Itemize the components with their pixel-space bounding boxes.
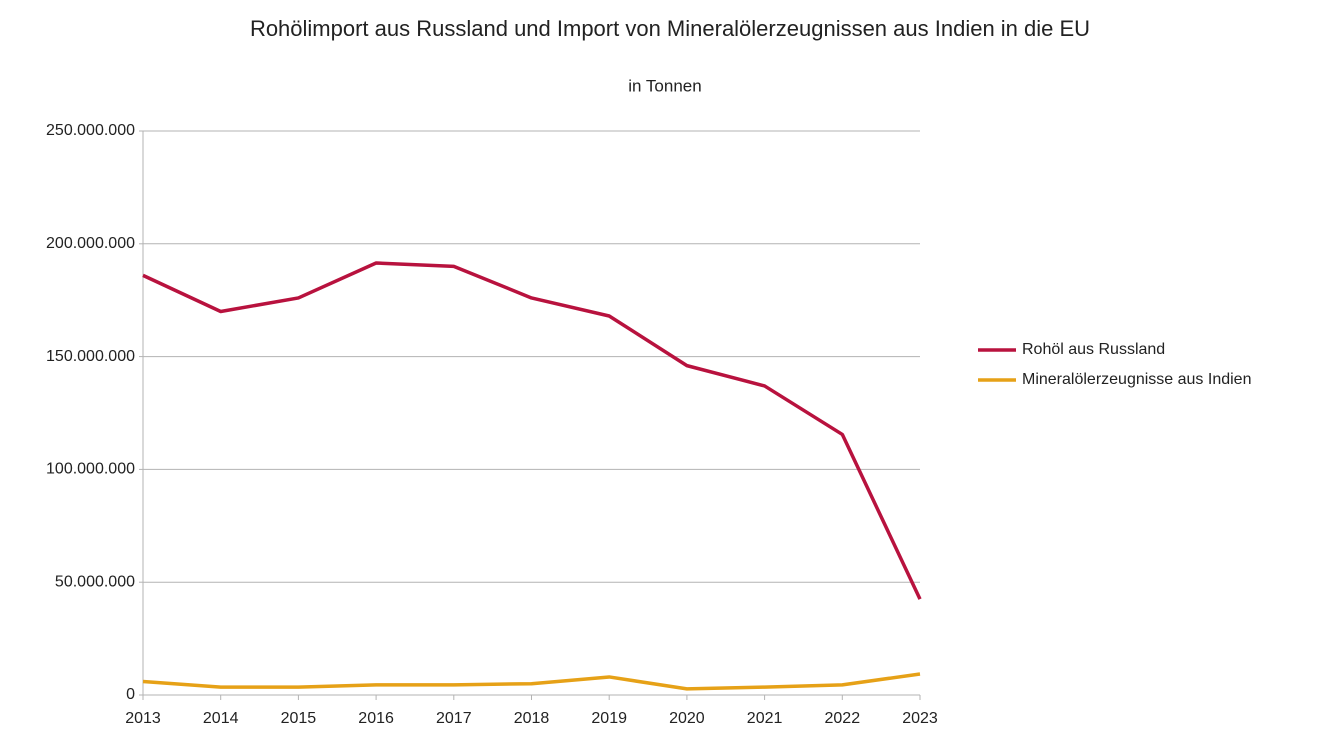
x-tick-label: 2022 <box>825 710 861 727</box>
y-tick-label: 200.000.000 <box>46 235 135 252</box>
y-tick-label: 100.000.000 <box>46 461 135 478</box>
y-tick-label: 150.000.000 <box>46 348 135 365</box>
x-tick-label: 2021 <box>747 710 783 727</box>
x-tick-label: 2023 <box>902 710 938 727</box>
x-tick-label: 2015 <box>281 710 317 727</box>
y-tick-label: 0 <box>126 686 135 703</box>
legend-label: Mineralölerzeugnisse aus Indien <box>1022 371 1251 388</box>
x-tick-label: 2020 <box>669 710 705 727</box>
chart-subtitle: in Tonnen <box>628 76 701 95</box>
line <box>142 672 921 691</box>
line <box>142 261 922 600</box>
x-tick-label: 2016 <box>358 710 394 727</box>
chart-title: Rohölimport aus Russland und Import von … <box>250 16 1090 41</box>
legend-label: Rohöl aus Russland <box>1022 341 1165 358</box>
x-tick-label: 2017 <box>436 710 472 727</box>
x-tick-label: 2013 <box>125 710 161 727</box>
x-tick-label: 2014 <box>203 710 239 727</box>
x-tick-label: 2018 <box>514 710 550 727</box>
y-tick-label: 250.000.000 <box>46 122 135 139</box>
y-tick-label: 50.000.000 <box>55 573 135 590</box>
x-tick-label: 2019 <box>591 710 627 727</box>
